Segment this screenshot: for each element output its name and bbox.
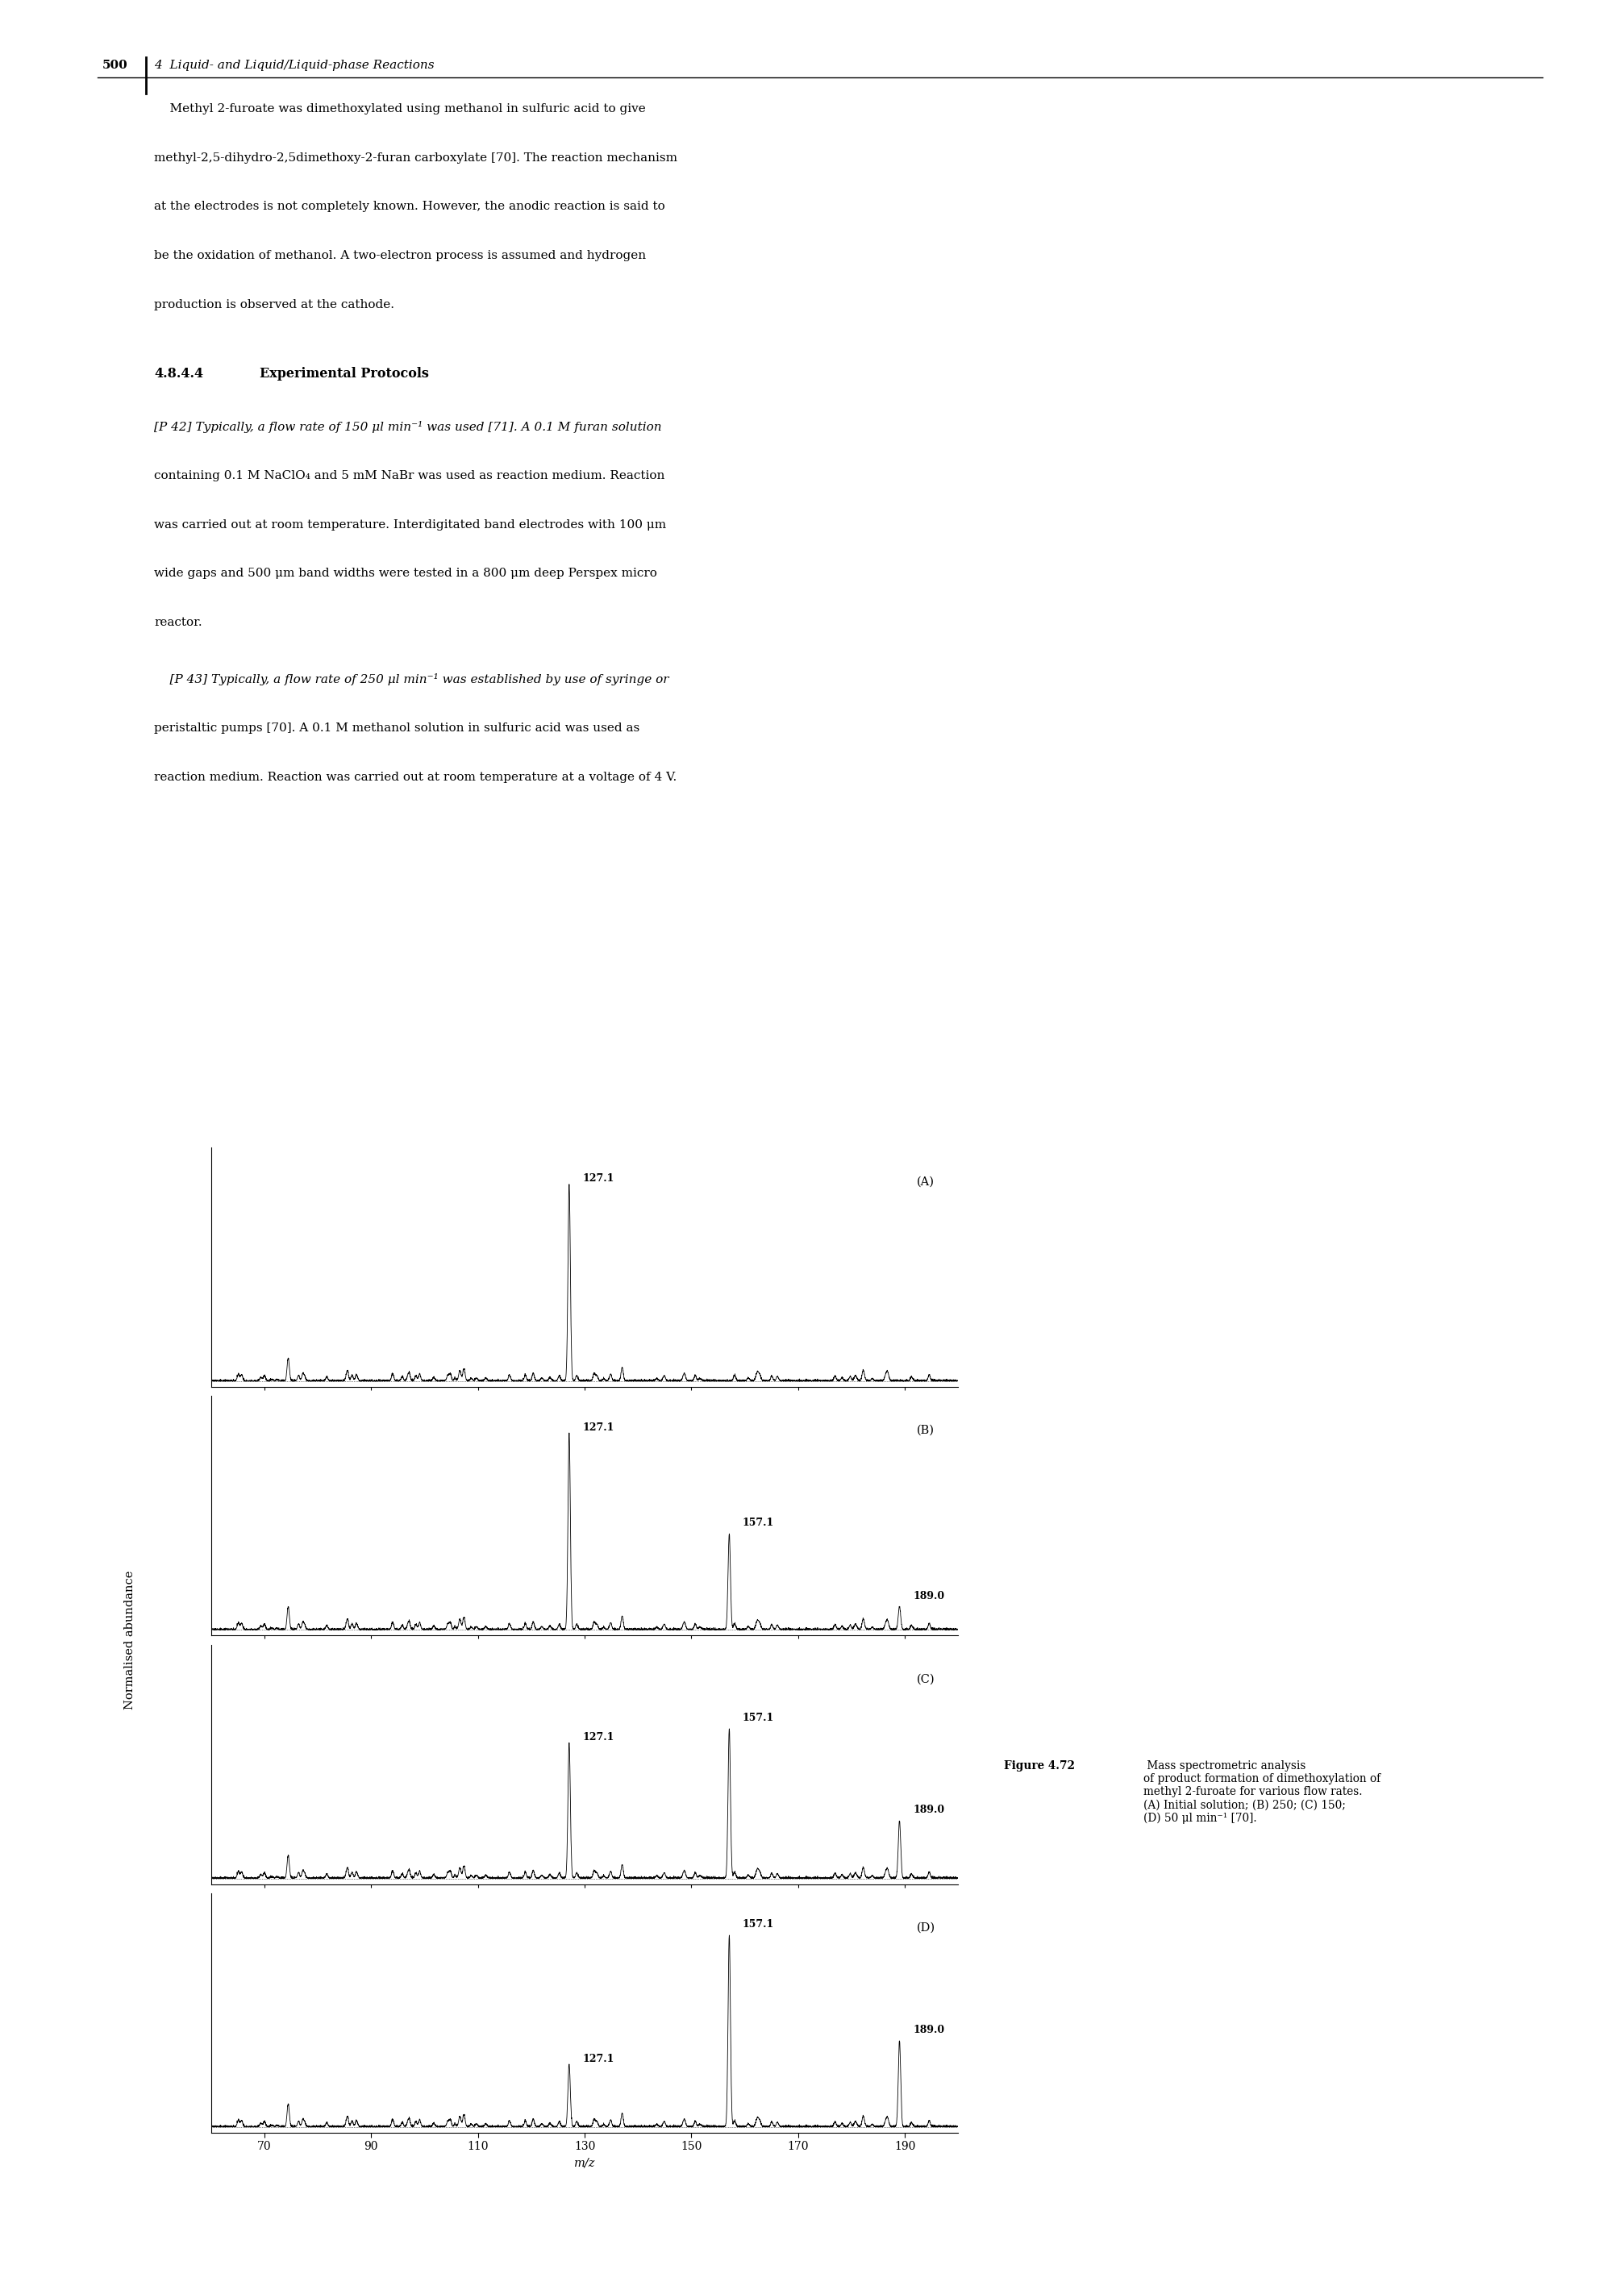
Text: [P 43] Typically, a flow rate of 250 μl min⁻¹ was established by use of syringe : [P 43] Typically, a flow rate of 250 μl … — [154, 672, 669, 686]
Text: reaction medium. Reaction was carried out at room temperature at a voltage of 4 : reaction medium. Reaction was carried ou… — [154, 770, 677, 782]
Text: (B): (B) — [918, 1424, 935, 1436]
Text: 4.8.4.4: 4.8.4.4 — [154, 366, 203, 379]
Text: at the electrodes is not completely known. However, the anodic reaction is said : at the electrodes is not completely know… — [154, 201, 666, 213]
X-axis label: m/z: m/z — [573, 2158, 596, 2169]
Text: 189.0: 189.0 — [913, 2025, 944, 2035]
Text: production is observed at the cathode.: production is observed at the cathode. — [154, 299, 395, 311]
Text: Normalised abundance: Normalised abundance — [125, 1570, 135, 1710]
Text: peristaltic pumps [70]. A 0.1 M methanol solution in sulfuric acid was used as: peristaltic pumps [70]. A 0.1 M methanol… — [154, 722, 640, 734]
Text: 157.1: 157.1 — [742, 1518, 775, 1529]
Text: 127.1: 127.1 — [583, 1173, 614, 1184]
Text: 127.1: 127.1 — [583, 1422, 614, 1433]
Text: 189.0: 189.0 — [913, 1804, 944, 1815]
Text: Mass spectrometric analysis
of product formation of dimethoxylation of
methyl 2-: Mass spectrometric analysis of product f… — [1143, 1760, 1380, 1824]
Text: 157.1: 157.1 — [742, 1920, 775, 1929]
Text: Experimental Protocols: Experimental Protocols — [260, 366, 429, 379]
Text: (C): (C) — [918, 1673, 935, 1685]
Text: be the oxidation of methanol. A two-electron process is assumed and hydrogen: be the oxidation of methanol. A two-elec… — [154, 249, 646, 261]
Text: 500: 500 — [102, 59, 128, 71]
Text: was carried out at room temperature. Interdigitated band electrodes with 100 μm: was carried out at room temperature. Int… — [154, 519, 666, 530]
Text: [P 42] Typically, a flow rate of 150 μl min⁻¹ was used [71]. A 0.1 M furan solut: [P 42] Typically, a flow rate of 150 μl … — [154, 421, 663, 432]
Text: containing 0.1 M NaClO₄ and 5 mM NaBr was used as reaction medium. Reaction: containing 0.1 M NaClO₄ and 5 mM NaBr wa… — [154, 469, 664, 480]
Text: wide gaps and 500 μm band widths were tested in a 800 μm deep Perspex micro: wide gaps and 500 μm band widths were te… — [154, 567, 658, 578]
Text: 189.0: 189.0 — [913, 1591, 944, 1600]
Text: reactor.: reactor. — [154, 617, 203, 629]
Text: Methyl 2-furoate was dimethoxylated using methanol in sulfuric acid to give: Methyl 2-furoate was dimethoxylated usin… — [154, 103, 646, 114]
Text: 127.1: 127.1 — [583, 1733, 614, 1742]
Text: (D): (D) — [918, 1923, 935, 1934]
Text: Figure 4.72: Figure 4.72 — [1004, 1760, 1075, 1772]
Text: 127.1: 127.1 — [583, 2053, 614, 2064]
Text: (A): (A) — [918, 1177, 935, 1189]
Text: 157.1: 157.1 — [742, 1712, 775, 1724]
Text: 4  Liquid- and Liquid/Liquid-phase Reactions: 4 Liquid- and Liquid/Liquid-phase Reacti… — [154, 59, 435, 71]
Text: methyl-2,5-dihydro-2,5dimethoxy-2-furan carboxylate [70]. The reaction mechanism: methyl-2,5-dihydro-2,5dimethoxy-2-furan … — [154, 151, 677, 162]
